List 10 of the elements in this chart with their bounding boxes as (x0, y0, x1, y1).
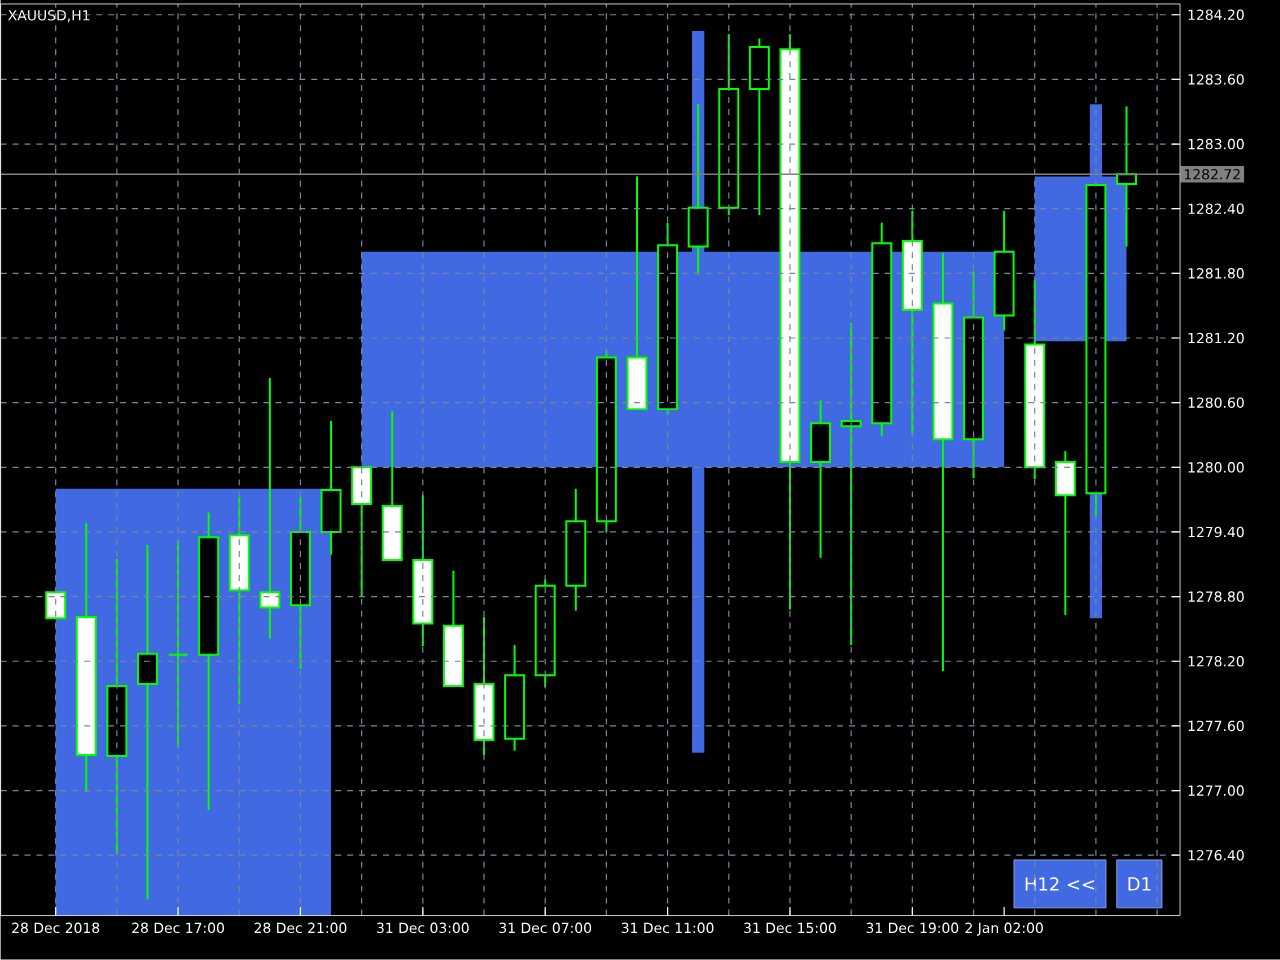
candlestick (687, 103, 709, 276)
candlestick (810, 399, 832, 560)
candlestick (136, 544, 158, 901)
annotation: H12 << (1025, 877, 1095, 891)
candlestick (259, 377, 281, 640)
candlestick (748, 37, 770, 217)
candlestick (840, 322, 862, 647)
candlestick (320, 420, 342, 556)
annotation: D1 (1128, 877, 1151, 891)
candlestick (1054, 450, 1076, 617)
